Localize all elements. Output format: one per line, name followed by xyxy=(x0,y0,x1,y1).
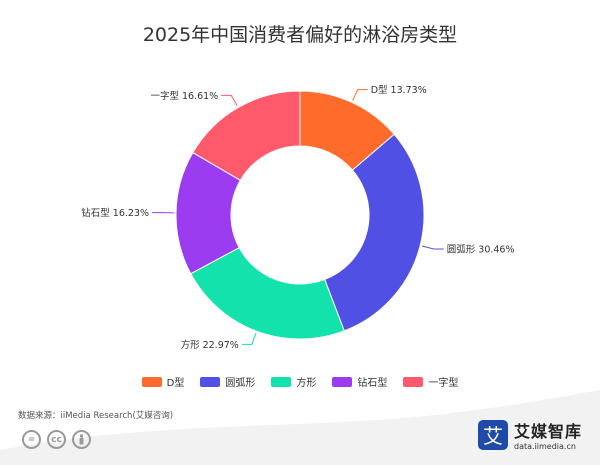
legend-label: 一字型 xyxy=(428,378,459,389)
leader-line xyxy=(221,94,238,107)
legend-item[interactable]: 一字型 xyxy=(403,374,458,389)
person-icon xyxy=(72,430,91,449)
legend-label: D型 xyxy=(166,378,185,389)
cc-icon: cc xyxy=(47,430,66,449)
legend-swatch xyxy=(332,376,353,387)
legend-swatch xyxy=(271,376,292,387)
slice-label: D型 13.73% xyxy=(371,85,427,96)
donut-slice xyxy=(192,90,301,181)
footer-wave xyxy=(0,390,600,465)
donut-slice xyxy=(323,133,425,332)
donut-slice xyxy=(190,246,345,340)
chart-legend: D型 圆弧形 方形 钻石型 一字型 xyxy=(0,374,600,389)
legend-swatch xyxy=(141,376,162,387)
legend-swatch xyxy=(403,376,424,387)
legend-label: 方形 xyxy=(296,378,317,389)
legend-swatch xyxy=(200,376,221,387)
license-icons: = cc xyxy=(22,430,91,449)
equals-icon: = xyxy=(22,430,41,449)
legend-item[interactable]: 钻石型 xyxy=(332,374,387,389)
leader-line xyxy=(352,89,368,101)
slice-label: 圆弧形 30.46% xyxy=(447,243,515,255)
chart-title: 2025年中国消费者偏好的淋浴房类型 xyxy=(142,24,458,46)
leader-line xyxy=(421,245,444,250)
legend-label: 圆弧形 xyxy=(225,378,256,389)
brand-url: data.iimedia.cn xyxy=(514,442,576,451)
brand-logo-icon: 艾 xyxy=(478,419,508,450)
brand-name: 艾媒智库 xyxy=(514,422,583,441)
slice-label: 方形 22.97% xyxy=(181,339,239,351)
legend-item[interactable]: 圆弧形 xyxy=(200,374,255,389)
legend-label: 钻石型 xyxy=(357,378,388,389)
legend-item[interactable]: D型 xyxy=(141,374,185,389)
data-source: 数据来源：iiMedia Research(艾媒咨询) xyxy=(18,411,174,421)
slice-label: 一字型 16.61% xyxy=(150,90,218,102)
legend-item[interactable]: 方形 xyxy=(271,374,316,389)
slice-label: 钻石型 16.23% xyxy=(81,207,149,219)
leader-line xyxy=(241,332,257,345)
brand: 艾 艾媒智库 data.iimedia.cn xyxy=(478,418,582,451)
